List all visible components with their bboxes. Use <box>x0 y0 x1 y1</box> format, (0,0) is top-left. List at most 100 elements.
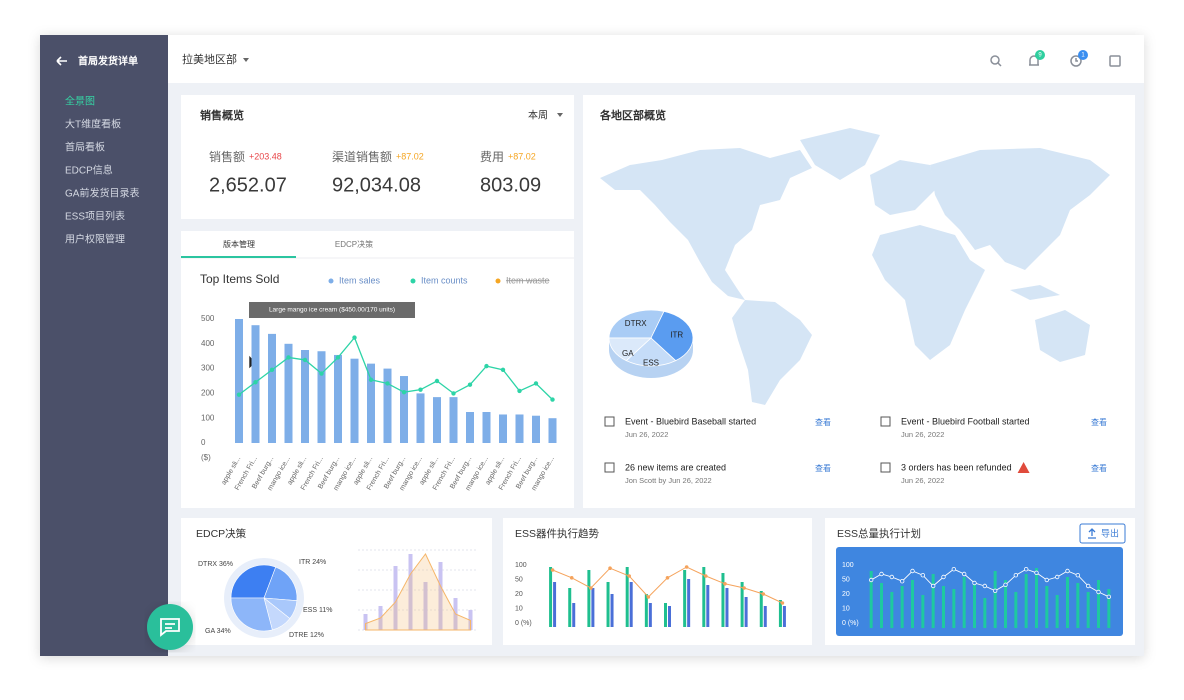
point <box>889 574 895 580</box>
legend-label[interactable]: Item waste <box>506 275 550 285</box>
event-action[interactable]: 查看 <box>815 417 831 427</box>
badge-count: 9 <box>1038 53 1042 59</box>
point <box>930 583 936 589</box>
point <box>1085 583 1091 589</box>
back-icon[interactable] <box>56 56 67 66</box>
badge <box>1078 50 1088 60</box>
legend-label[interactable]: Item counts <box>421 275 468 285</box>
region-select[interactable]: 拉美地区部 <box>182 52 237 66</box>
point <box>627 574 631 578</box>
bar <box>587 570 591 627</box>
bar <box>702 567 706 627</box>
bar <box>334 354 342 443</box>
bar <box>1066 577 1069 628</box>
metric-value: 2,652.07 <box>209 174 287 196</box>
menu-item[interactable]: ESS项目列表 <box>65 210 125 223</box>
bar <box>1107 589 1111 628</box>
clock-icon[interactable] <box>1070 55 1082 67</box>
sidebar-title: 首局发货详单 <box>78 55 138 68</box>
caret[interactable] <box>243 58 249 62</box>
event-action[interactable]: 查看 <box>1091 417 1107 427</box>
bar <box>553 582 557 627</box>
bar <box>740 582 744 627</box>
bar <box>393 566 398 630</box>
bar <box>1055 595 1059 628</box>
tab[interactable]: EDCP决策 <box>335 239 373 249</box>
user-icon[interactable] <box>1109 55 1121 67</box>
menu-item[interactable]: 用户权限管理 <box>65 233 125 246</box>
checkbox[interactable] <box>604 416 615 427</box>
bar <box>911 580 914 628</box>
point <box>646 595 651 599</box>
bar <box>591 588 595 627</box>
y-tick-label: 100 <box>842 562 854 569</box>
y-tick-label: 50 <box>515 576 523 583</box>
legend-label[interactable]: Item sales <box>339 275 381 285</box>
chart-title: EDCP决策 <box>196 527 247 540</box>
bar <box>350 358 359 443</box>
point <box>302 357 308 363</box>
bell-icon[interactable] <box>1029 55 1039 66</box>
event-title: 3 orders has been refunded <box>901 462 1012 472</box>
bar <box>499 414 507 443</box>
chart-title: ESS总量执行计划 <box>837 527 921 540</box>
bar <box>644 594 648 627</box>
bar <box>952 589 956 628</box>
metric-value: 92,034.08 <box>332 174 421 196</box>
bar <box>880 583 883 628</box>
point <box>484 363 489 369</box>
menu-item[interactable]: EDCP信息 <box>65 164 113 177</box>
checkbox[interactable] <box>880 416 891 427</box>
menu-item[interactable]: 大T维度看板 <box>65 118 121 131</box>
legend-marker[interactable] <box>410 278 416 284</box>
tab[interactable]: 版本管理 <box>223 239 255 249</box>
caret[interactable] <box>557 113 563 117</box>
point <box>665 575 670 580</box>
menu-item[interactable]: 全景图 <box>65 95 95 108</box>
bar <box>363 614 368 630</box>
bar <box>433 397 441 443</box>
chat-button[interactable] <box>147 604 193 650</box>
event-action[interactable]: 查看 <box>1091 463 1107 473</box>
bar <box>683 570 687 627</box>
bar <box>931 574 935 628</box>
checkbox[interactable] <box>604 462 615 473</box>
button-label[interactable]: 导出 <box>1101 527 1119 538</box>
menu-item[interactable]: 首局看板 <box>65 141 105 154</box>
bar <box>890 592 894 628</box>
bar <box>1024 574 1028 628</box>
event-title: 26 new items are created <box>625 462 726 472</box>
bar <box>235 319 243 443</box>
search-icon[interactable] <box>990 55 1000 65</box>
bar <box>268 333 276 443</box>
point <box>352 335 357 340</box>
period-select[interactable]: 本周 <box>528 109 548 122</box>
metric-value: 803.09 <box>480 174 541 196</box>
event-title: Event - Bluebird Baseball started <box>625 416 756 426</box>
point <box>684 565 689 569</box>
legend-marker[interactable] <box>495 278 501 284</box>
bar <box>763 606 767 627</box>
pie-slice <box>608 309 665 339</box>
point <box>236 392 242 397</box>
bar <box>782 606 786 627</box>
y-tick-label: 20 <box>842 591 850 598</box>
event-action[interactable]: 查看 <box>815 463 831 473</box>
point <box>982 583 988 589</box>
bar <box>606 582 610 627</box>
checkbox[interactable] <box>880 462 891 473</box>
point <box>868 577 874 583</box>
pie-slice <box>230 597 273 632</box>
point <box>1044 577 1050 583</box>
point <box>608 566 612 570</box>
legend-marker[interactable] <box>328 278 334 284</box>
bar <box>993 571 997 628</box>
point <box>550 568 555 572</box>
menu-item[interactable]: GA前发货目录表 <box>65 187 139 200</box>
point <box>761 592 766 596</box>
point <box>1075 573 1081 578</box>
point <box>941 574 946 580</box>
bar <box>532 415 540 443</box>
y-tick-label: 0 (%) <box>842 620 859 627</box>
point <box>434 378 440 384</box>
